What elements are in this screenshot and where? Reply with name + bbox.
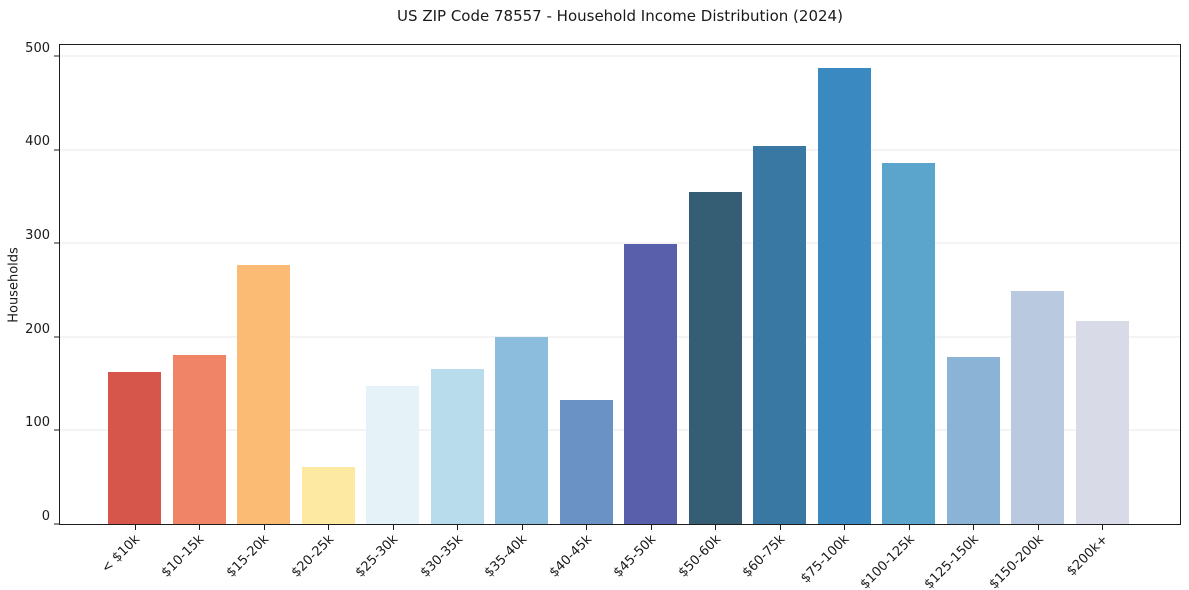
x-tick-mark	[844, 525, 846, 530]
x-tick-mark	[457, 525, 459, 530]
chart-title: US ZIP Code 78557 - Household Income Dis…	[397, 7, 843, 25]
bar-slot: $30-35k	[417, 45, 484, 580]
bar	[688, 191, 742, 524]
gridline	[60, 429, 1180, 431]
x-tick-label: $15-20k	[223, 532, 273, 581]
y-tick-mark	[54, 149, 59, 151]
bar	[366, 386, 420, 524]
y-tick-label: 300	[25, 228, 50, 244]
x-tick-mark	[1037, 525, 1039, 530]
bar-slot: $200k+	[1064, 45, 1129, 579]
x-tick-mark	[973, 525, 975, 530]
bar	[1075, 321, 1129, 524]
bar-slot: $40-45k	[546, 45, 613, 580]
bar-slot: $10-15k	[159, 45, 226, 580]
x-tick-mark	[263, 525, 265, 530]
bar-slot: $45-50k	[611, 45, 678, 580]
x-tick-label: $50-60k	[675, 532, 724, 581]
y-tick-mark	[54, 55, 59, 57]
bar-slot: < $10k	[99, 45, 161, 576]
x-tick-label: $45-50k	[610, 532, 660, 581]
y-tick-label: 500	[25, 40, 50, 56]
bar	[495, 336, 549, 524]
bar	[882, 162, 936, 524]
bar-slot: $75-100k	[799, 45, 871, 586]
bar-slot: $50-60k	[675, 45, 742, 580]
bar	[301, 466, 355, 524]
bar-slot: $25-30k	[353, 45, 420, 580]
x-tick-mark	[199, 525, 201, 530]
y-tick-mark	[54, 336, 59, 338]
bar	[108, 372, 161, 524]
gridline	[60, 55, 1180, 57]
x-tick-label: $25-30k	[352, 532, 402, 581]
x-tick-label: $35-40k	[481, 532, 531, 581]
y-tick-mark	[54, 523, 59, 525]
bar	[946, 357, 1000, 524]
bar	[1011, 291, 1065, 524]
x-tick-label: $125-150k	[921, 532, 983, 590]
bar-slot: $100-125k	[857, 45, 936, 590]
x-tick-mark	[715, 525, 717, 530]
gridline	[60, 149, 1180, 151]
plot-area: < $10k $10-15k $15-20k $20-25k $25-30k $30-35…	[25, 41, 1181, 590]
y-tick-label: 400	[25, 134, 50, 150]
y-tick-label: 200	[25, 321, 50, 337]
x-tick-label: $150-200k	[986, 532, 1047, 590]
bar	[753, 146, 807, 524]
x-tick-label: $30-35k	[417, 532, 466, 581]
gridline	[60, 336, 1180, 338]
bar	[430, 368, 484, 524]
x-tick-label: < $10k	[99, 532, 144, 577]
gridline	[60, 242, 1180, 244]
x-tick-label: $200k+	[1064, 532, 1112, 580]
x-tick-mark	[1102, 525, 1104, 530]
x-tick-label: $75-100k	[798, 532, 853, 587]
x-tick-label: $100-125k	[857, 532, 918, 590]
bar	[624, 244, 678, 524]
y-tick-label: 100	[25, 415, 50, 431]
bar-slot: $20-25k	[288, 45, 355, 580]
bar	[559, 399, 613, 524]
x-tick-mark	[586, 525, 588, 530]
bar	[237, 264, 291, 524]
y-axis-label: Households	[6, 247, 22, 323]
x-tick-label: $20-25k	[288, 532, 337, 581]
x-tick-mark	[779, 525, 781, 530]
bars-container: < $10k $10-15k $15-20k $20-25k $25-30k $30-35…	[99, 45, 1129, 590]
bar-slot: $150-200k	[986, 45, 1065, 590]
bar-slot: $35-40k	[482, 45, 549, 580]
x-tick-mark	[650, 525, 652, 530]
bar-slot: $60-75k	[740, 45, 807, 580]
x-tick-mark	[908, 525, 910, 530]
x-tick-label: $60-75k	[739, 532, 789, 581]
x-tick-mark	[328, 525, 330, 530]
x-tick-mark	[521, 525, 523, 530]
x-tick-label: $40-45k	[546, 532, 595, 581]
bar-slot: $15-20k	[224, 45, 291, 580]
y-tick-label: 0	[41, 508, 50, 524]
x-tick-mark	[392, 525, 394, 530]
y-tick-mark	[54, 242, 59, 244]
bar	[817, 68, 871, 524]
x-tick-mark	[134, 525, 136, 530]
x-tick-label: $10-15k	[159, 532, 208, 581]
bar-slot: $125-150k	[922, 45, 1000, 590]
y-tick-mark	[54, 429, 59, 431]
bar	[172, 354, 226, 524]
